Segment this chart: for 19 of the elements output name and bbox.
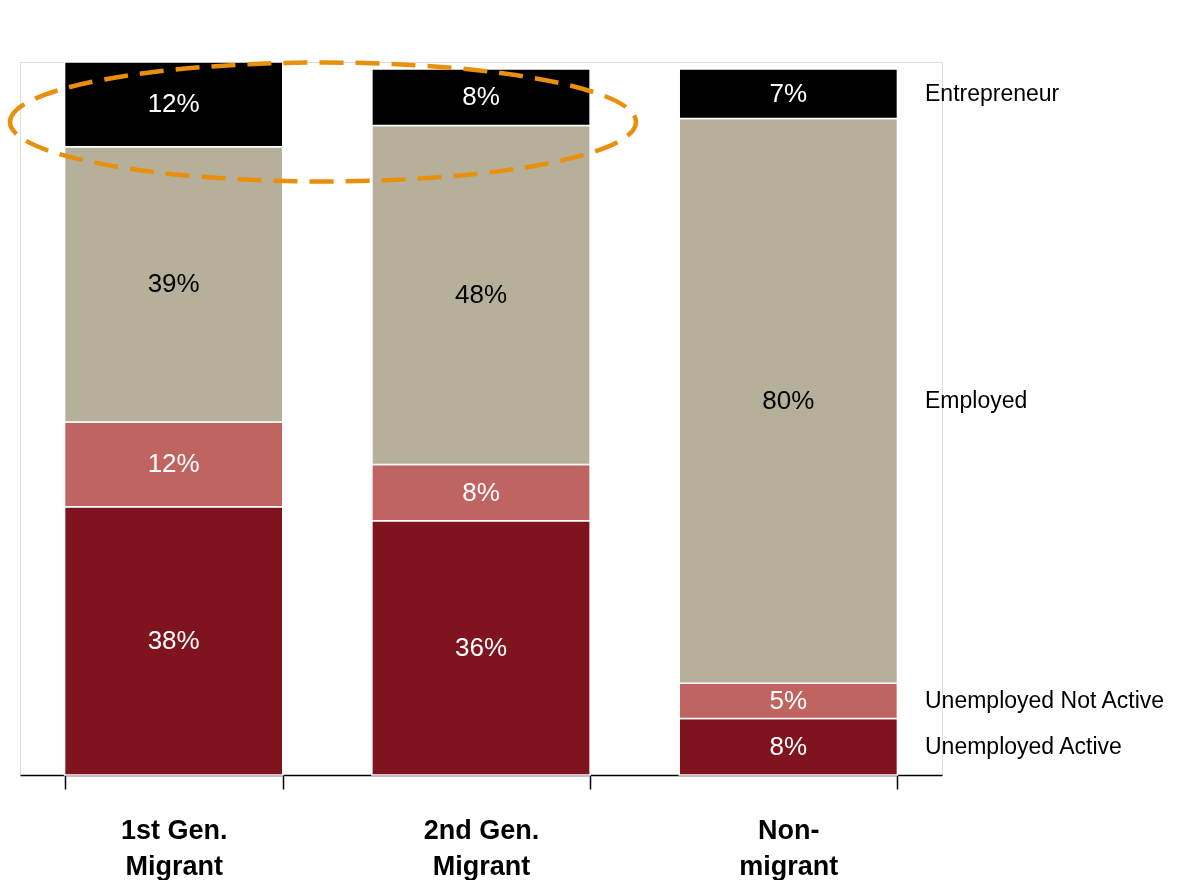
x-tick-label: Non- migrant	[739, 814, 839, 880]
data-label: 8%	[462, 81, 500, 112]
series-label: Unemployed Not Active	[925, 686, 1165, 713]
x-tick-label: 1st Gen. Migrant	[120, 814, 228, 880]
x-tick-label: 2nd Gen. Migrant	[423, 814, 540, 880]
series-label: Unemployed Active	[925, 732, 1122, 759]
series-label: Employed	[925, 386, 1028, 413]
series-label: Entrepreneur	[925, 79, 1060, 106]
data-label: 8%	[462, 476, 500, 507]
data-label: 80%	[762, 384, 815, 415]
data-label: 12%	[147, 88, 200, 119]
data-label: 8%	[769, 730, 808, 761]
data-label: 7%	[769, 77, 808, 108]
data-label: 12%	[147, 448, 200, 479]
data-label: 48%	[454, 278, 508, 309]
data-label: 36%	[454, 631, 508, 662]
data-label: 38%	[147, 624, 200, 655]
data-label: 39%	[147, 268, 200, 299]
data-label: 5%	[769, 684, 808, 715]
